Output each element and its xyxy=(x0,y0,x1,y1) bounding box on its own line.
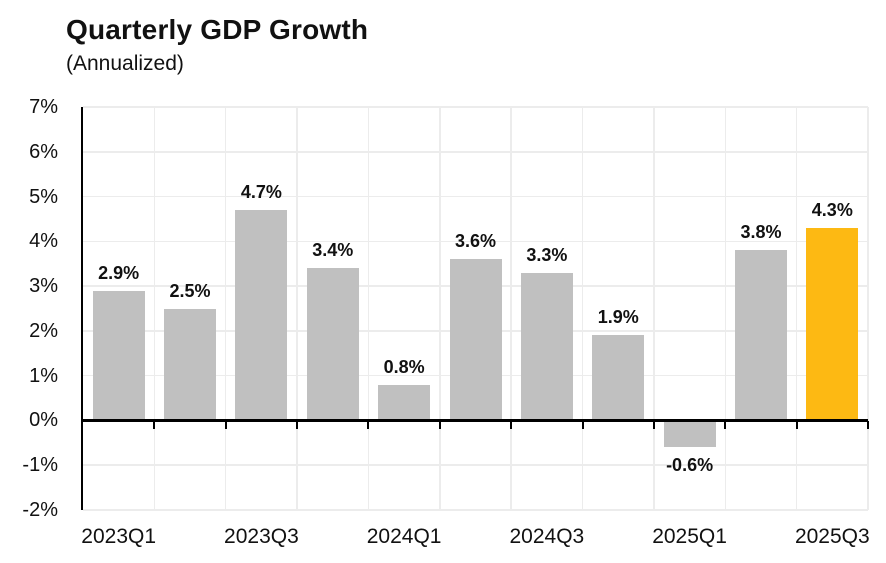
bar xyxy=(663,420,716,448)
y-axis-spine xyxy=(81,107,83,510)
y-tick-label: 7% xyxy=(29,96,58,118)
x-tick xyxy=(581,421,584,430)
y-tick-label: 0% xyxy=(29,409,58,432)
zero-axis-line xyxy=(82,419,868,422)
y-tick-label: 1% xyxy=(29,364,58,387)
bar-value-label: 3.4% xyxy=(312,240,354,261)
x-tick xyxy=(153,421,156,430)
x-tick-label: 2025Q3 xyxy=(794,525,870,548)
x-tick xyxy=(652,421,655,430)
x-tick xyxy=(296,421,299,430)
bar xyxy=(306,268,359,421)
y-tick-label: 3% xyxy=(29,275,58,298)
x-tick-label: 2025Q1 xyxy=(652,525,727,548)
bar-value-label: 1.9% xyxy=(597,307,639,328)
y-tick-label: 6% xyxy=(29,140,58,163)
y-tick-label: 5% xyxy=(29,185,58,208)
x-tick xyxy=(510,421,513,430)
chart-subtitle: (Annualized) xyxy=(66,52,184,75)
gridline-h xyxy=(83,464,868,466)
bar xyxy=(520,272,573,421)
gridline-h xyxy=(83,509,868,511)
chart-title: Quarterly GDP Growth xyxy=(66,14,369,45)
bar xyxy=(164,308,217,421)
gridline-v xyxy=(867,107,869,510)
bar xyxy=(235,209,288,421)
gridline-v xyxy=(439,107,441,510)
gridline-v xyxy=(510,107,512,510)
bar-highlight xyxy=(806,227,859,421)
gridline-v xyxy=(653,107,655,510)
x-tick xyxy=(867,421,869,430)
bar-value-label: 4.7% xyxy=(240,181,282,202)
bar-value-label: 3.6% xyxy=(454,231,497,252)
x-tick-label: 2023Q3 xyxy=(224,525,299,548)
bar xyxy=(592,335,645,421)
y-tick-label: 4% xyxy=(29,230,58,253)
bar-value-label: 2.9% xyxy=(98,262,140,283)
gridline-v xyxy=(367,107,370,510)
bar xyxy=(378,384,431,421)
x-tick-label: 2024Q3 xyxy=(509,525,585,548)
bar-value-label: -0.6% xyxy=(666,455,714,476)
y-tick-label: -1% xyxy=(22,454,58,477)
y-tick-label: -2% xyxy=(22,499,58,521)
gridline-v xyxy=(724,107,727,510)
bar xyxy=(92,290,145,421)
gridline-h xyxy=(83,240,868,243)
gridline-h xyxy=(83,151,868,153)
gridline-v xyxy=(795,107,798,510)
x-tick-label: 2023Q1 xyxy=(81,525,157,548)
gridline-v xyxy=(153,107,156,510)
gridline-v xyxy=(296,107,298,510)
gridline-h xyxy=(83,106,868,108)
y-tick-label: 2% xyxy=(29,319,58,342)
bar xyxy=(449,259,502,421)
bar-value-label: 3.3% xyxy=(526,244,568,265)
x-tick xyxy=(795,421,798,430)
bar xyxy=(734,250,787,421)
gridline-v xyxy=(224,107,227,510)
bar-value-label: 4.3% xyxy=(811,199,853,220)
x-tick-label: 2024Q1 xyxy=(366,525,442,548)
x-tick xyxy=(724,421,727,430)
x-tick xyxy=(367,421,370,430)
gridline-v xyxy=(581,107,584,510)
bar-value-label: 2.5% xyxy=(169,280,211,301)
x-tick xyxy=(438,421,441,430)
bar-value-label: 3.8% xyxy=(740,222,782,243)
x-tick xyxy=(224,421,227,430)
bar-value-label: 0.8% xyxy=(383,356,425,377)
gridline-h xyxy=(83,195,868,198)
